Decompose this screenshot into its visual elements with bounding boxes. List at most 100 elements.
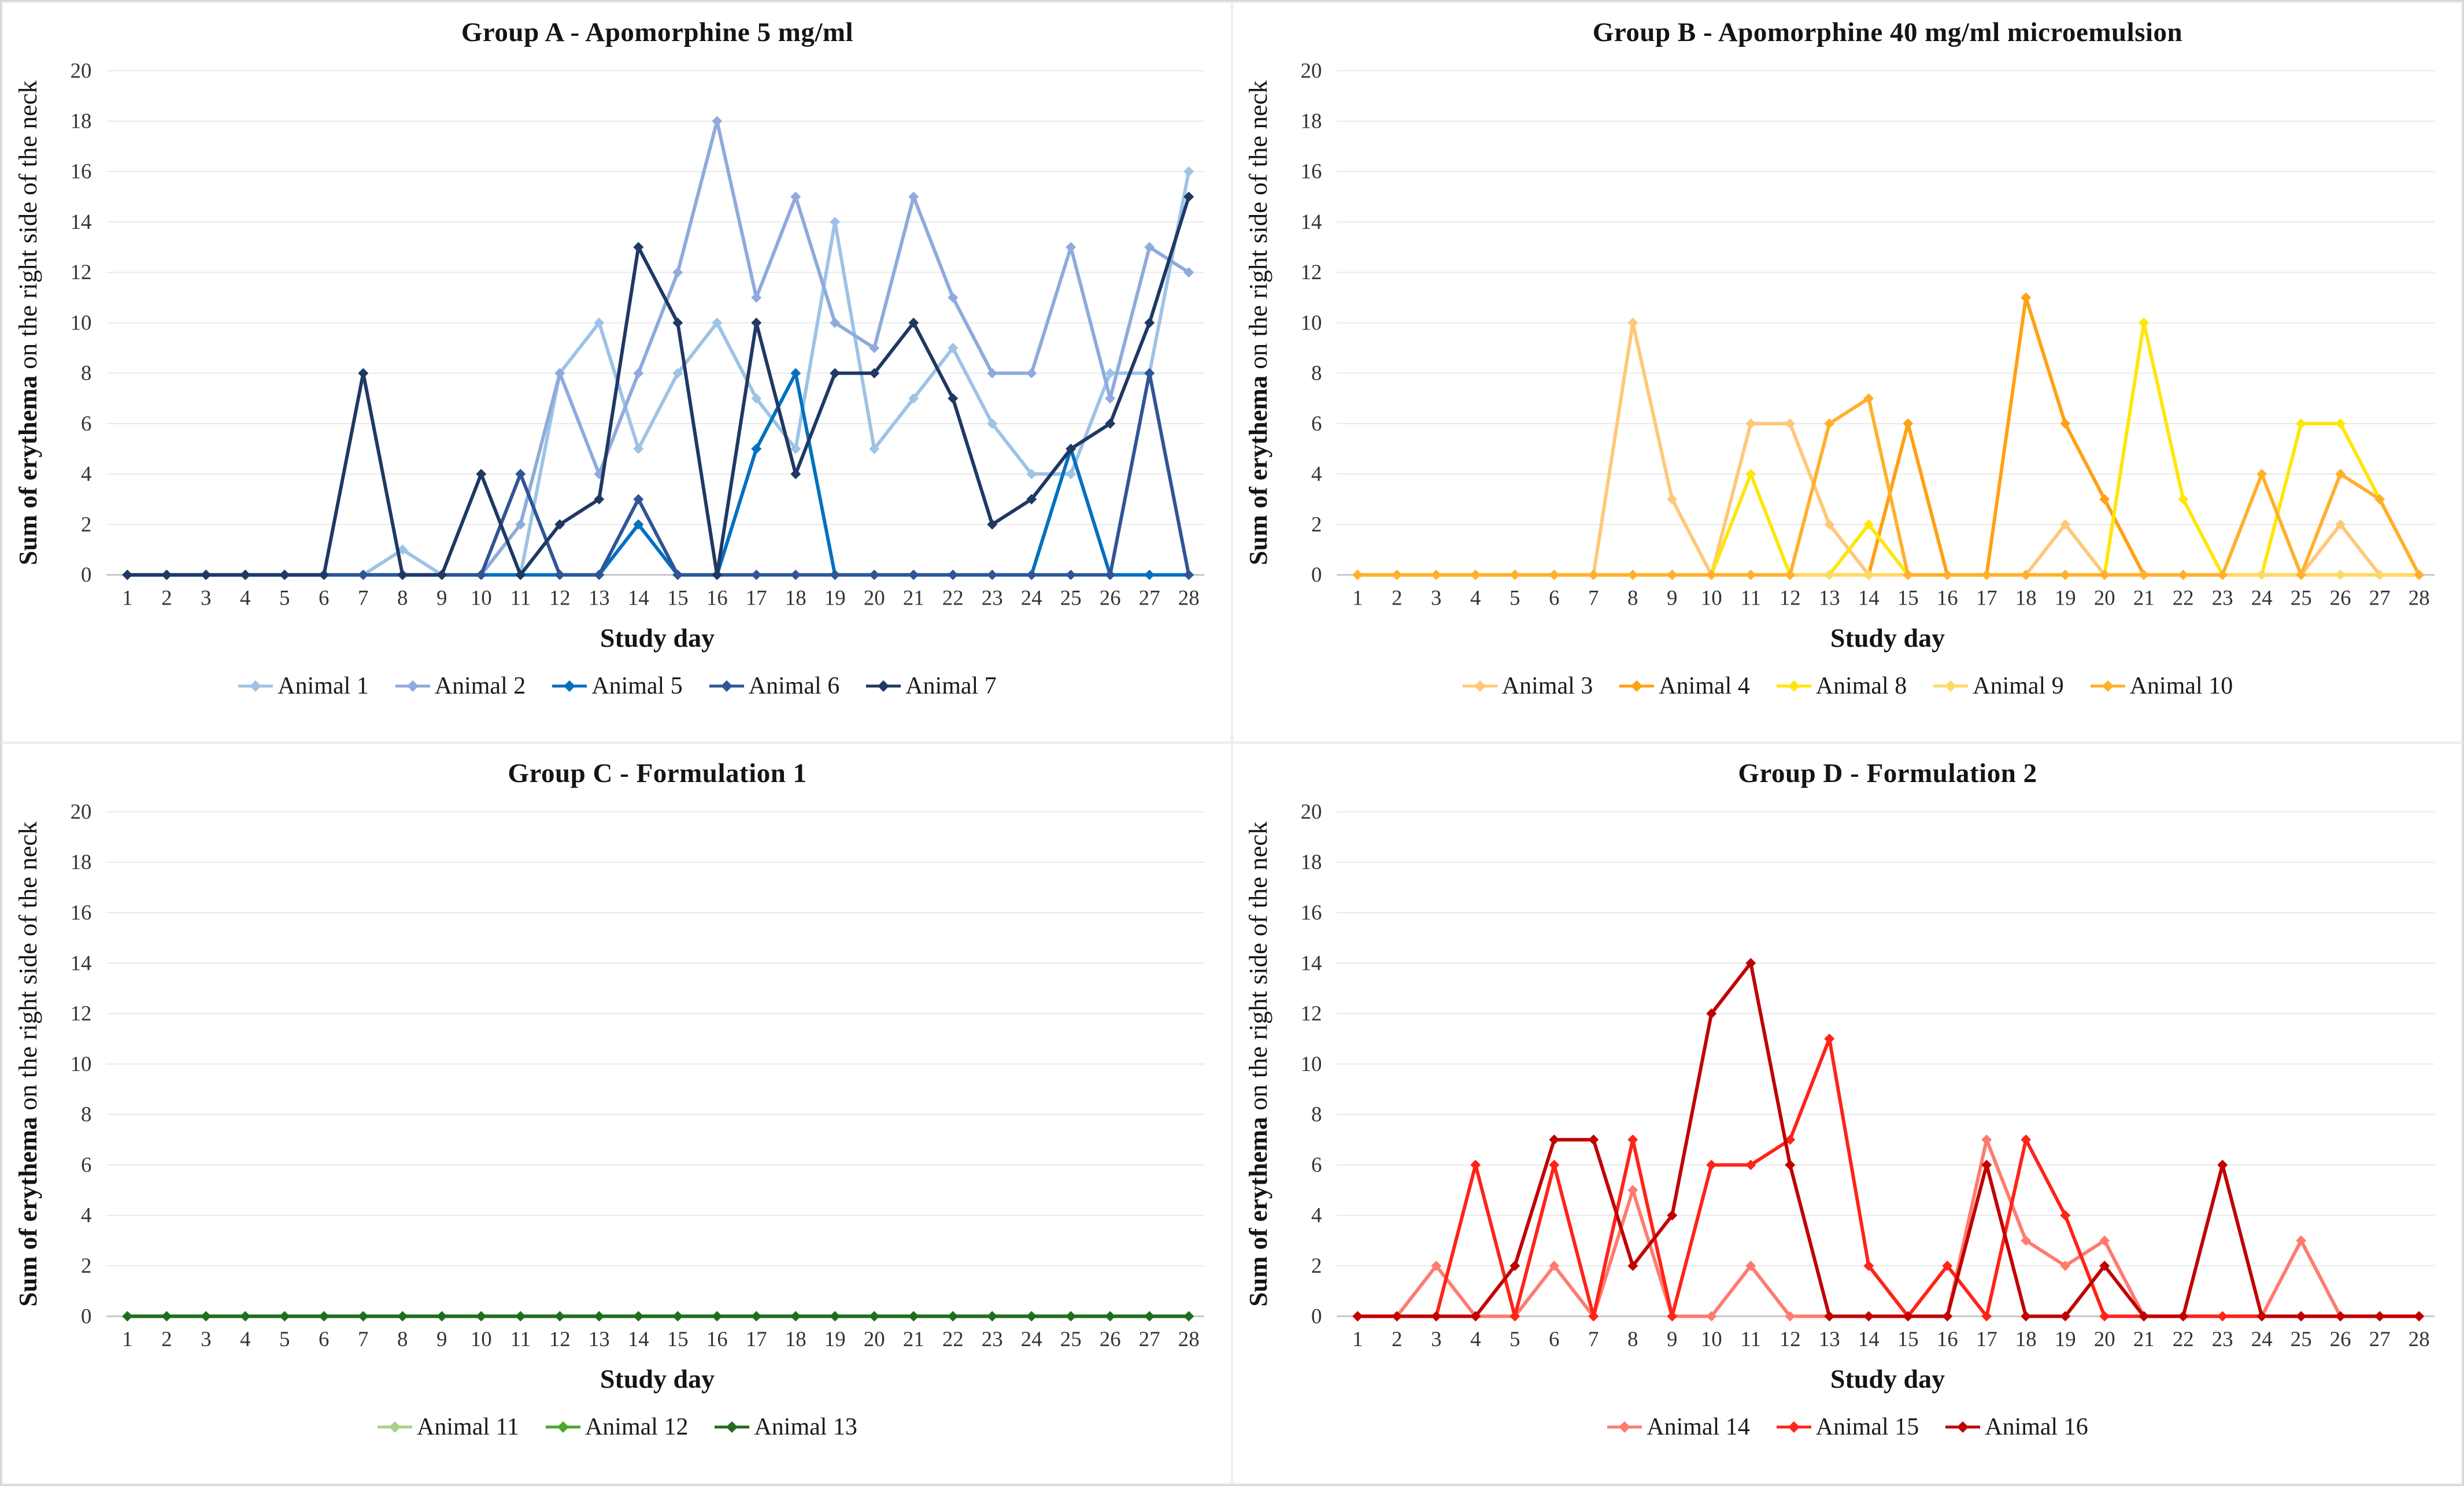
data-point-marker (1026, 569, 1037, 580)
data-point-marker (2178, 569, 2189, 580)
x-tick-label: 10 (1701, 585, 1722, 609)
data-point-marker (1667, 569, 1678, 580)
y-tick-label: 6 (81, 1153, 91, 1176)
legend-item-animal-6: Animal 6 (708, 672, 839, 700)
data-point-marker (2335, 519, 2346, 530)
legend-marker-icon (1945, 1421, 1981, 1433)
data-point-marker (1144, 242, 1155, 253)
data-point-marker (672, 267, 683, 278)
x-tick-label: 1 (122, 585, 132, 609)
data-point-marker (358, 1311, 369, 1322)
legend-item-animal-3: Animal 3 (1462, 672, 1593, 700)
data-point-marker (2296, 418, 2307, 429)
data-point-marker (712, 116, 723, 127)
y-tick-label: 20 (71, 799, 92, 823)
chart-panel-group-c: Group C - Formulation 1 0 2 4 6 8 10 12 14 16 18 2… (2, 743, 1232, 1484)
x-tick-label: 17 (746, 585, 767, 609)
data-point-marker (1144, 317, 1155, 328)
data-point-marker (869, 1311, 880, 1322)
legend-item-animal-15: Animal 15 (1775, 1413, 1919, 1441)
data-point-marker (1549, 1159, 1560, 1170)
x-tick-label: 23 (982, 585, 1003, 609)
data-point-marker (790, 191, 801, 202)
data-point-marker (1706, 1311, 1717, 1322)
data-point-marker (1824, 519, 1835, 530)
y-tick-label: 18 (71, 109, 92, 133)
legend-item-animal-10: Animal 10 (2089, 672, 2233, 700)
chart-title: Group D - Formulation 2 (1738, 758, 2037, 788)
data-point-marker (1144, 1311, 1155, 1322)
legend-label: Animal 7 (905, 673, 997, 699)
x-tick-label: 27 (1139, 1327, 1160, 1351)
x-tick-label: 2 (161, 1327, 172, 1351)
x-tick-label: 20 (864, 585, 885, 609)
chart-legend: Animal 1 Animal 2 Animal 5 Animal 6 Animal 7 (3, 672, 1231, 700)
x-tick-label: 23 (2212, 585, 2233, 609)
x-tick-label: 24 (1021, 585, 1042, 609)
series-line-animal-4 (1356, 295, 2421, 577)
x-tick-label: 27 (2369, 585, 2391, 609)
y-tick-label: 6 (1311, 412, 1322, 435)
x-tick-label: 12 (1779, 585, 1801, 609)
data-point-marker (869, 569, 880, 580)
legend-item-animal-2: Animal 2 (394, 672, 526, 700)
data-point-marker (1392, 569, 1403, 580)
data-point-marker (790, 368, 801, 379)
data-point-marker (987, 1311, 998, 1322)
data-point-marker (1470, 1159, 1481, 1170)
data-point-marker (1105, 393, 1116, 404)
x-tick-label: 19 (824, 1327, 846, 1351)
data-point-marker (1549, 569, 1560, 580)
x-tick-label: 17 (1976, 585, 1997, 609)
data-point-marker (908, 317, 919, 328)
x-tick-label: 28 (1178, 585, 1200, 609)
data-point-marker (1942, 1261, 1953, 1272)
legend-label: Animal 11 (417, 1414, 519, 1440)
x-tick-label: 21 (903, 585, 924, 609)
data-point-marker (1183, 191, 1194, 202)
data-point-marker (1510, 569, 1520, 580)
data-point-marker (1183, 267, 1194, 278)
legend-item-animal-9: Animal 9 (1932, 672, 2064, 700)
data-point-marker (2099, 569, 2110, 580)
legend-marker-icon (1619, 680, 1655, 692)
data-point-marker (869, 368, 880, 379)
data-point-marker (2099, 494, 2110, 505)
x-tick-label: 19 (2055, 1327, 2076, 1351)
legend-marker-icon (1933, 680, 1969, 692)
x-tick-label: 23 (2212, 1327, 2233, 1351)
data-point-marker (830, 1311, 841, 1322)
data-point-marker (476, 1311, 487, 1322)
x-tick-label: 21 (2133, 585, 2155, 609)
data-point-marker (515, 469, 526, 480)
legend-marker-icon (709, 680, 744, 692)
y-tick-label: 14 (1301, 951, 1322, 974)
x-tick-label: 2 (1392, 1327, 1402, 1351)
series-markers-animal-8 (1352, 317, 2425, 580)
data-point-marker (1785, 418, 1796, 429)
data-point-marker (554, 1311, 565, 1322)
y-tick-label: 4 (1311, 462, 1322, 486)
data-point-marker (1785, 1134, 1796, 1145)
x-tick-label: 25 (2291, 1327, 2312, 1351)
legend-item-animal-12: Animal 12 (545, 1413, 688, 1441)
legend-marker-icon (1776, 680, 1811, 692)
data-point-marker (1431, 1261, 1442, 1272)
y-tick-label: 6 (1311, 1153, 1322, 1176)
data-point-marker (1824, 418, 1835, 429)
data-point-marker (554, 569, 565, 580)
data-point-marker (1026, 469, 1037, 480)
data-point-marker (1470, 569, 1481, 580)
x-tick-label: 6 (1549, 1327, 1559, 1351)
series-markers-animal-4 (1352, 292, 2425, 580)
data-point-marker (122, 1311, 133, 1322)
data-point-marker (240, 569, 251, 580)
y-tick-label: 6 (81, 412, 91, 435)
x-tick-label: 17 (1976, 1327, 1997, 1351)
data-point-marker (830, 217, 841, 227)
data-point-marker (436, 1311, 447, 1322)
data-point-marker (2060, 418, 2071, 429)
